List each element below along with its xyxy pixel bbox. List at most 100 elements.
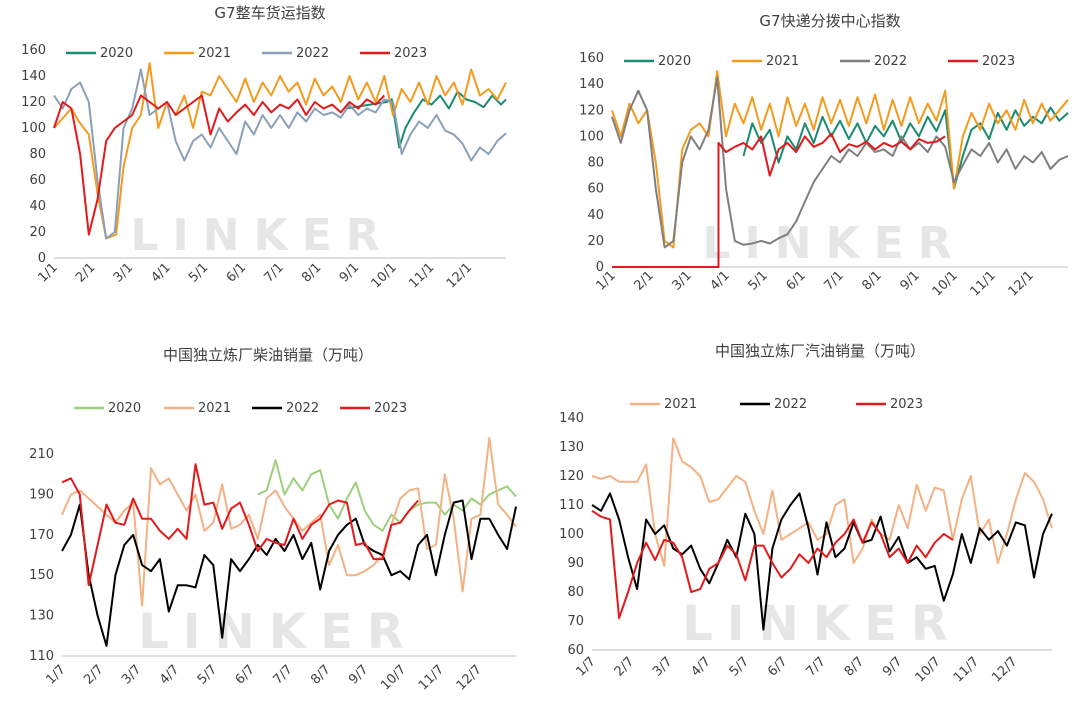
series-line-2020 bbox=[345, 90, 507, 149]
y-tick-label: 140 bbox=[579, 77, 604, 92]
x-tick-label: 7/1 bbox=[821, 268, 846, 293]
legend-entry: 2023 bbox=[374, 401, 407, 416]
series-line-2022 bbox=[61, 499, 517, 647]
chart-gasoline-sales: LINKER 中国独立炼厂汽油销量（万吨） 60 70 80 90 100 110 120 130… bbox=[559, 342, 1053, 685]
watermark-text: LINKER bbox=[682, 596, 962, 652]
x-tick-label: 10/7 bbox=[378, 662, 409, 693]
series-line-2021 bbox=[53, 62, 507, 240]
legend-entry: 2021 bbox=[766, 54, 799, 69]
x-tick-label: 10/1 bbox=[930, 268, 961, 299]
x-tick-label: 11/1 bbox=[968, 268, 999, 299]
y-tick-label: 120 bbox=[21, 95, 46, 110]
chart-title: G7整车货运指数 bbox=[214, 4, 325, 22]
x-tick-label: 9/7 bbox=[346, 662, 371, 687]
chart-panel-gasoline: LINKER 中国独立炼厂汽油销量（万吨） 60 70 80 90 100 110 120 130… bbox=[540, 340, 1080, 708]
y-tick-label: 0 bbox=[38, 251, 46, 266]
x-tick-label: 8/7 bbox=[308, 662, 333, 687]
legend-entry: 2020 bbox=[100, 46, 133, 61]
x-tick-label: 3/7 bbox=[650, 654, 675, 679]
legend-entry: 2021 bbox=[664, 397, 697, 412]
y-tick-label: 210 bbox=[29, 447, 54, 462]
watermark-text: LINKER bbox=[138, 604, 418, 660]
x-tick-label: 11/1 bbox=[406, 260, 437, 291]
x-tick-label: 3/1 bbox=[111, 260, 136, 285]
series-line-2023 bbox=[612, 132, 946, 268]
x-tick-label: 1/7 bbox=[43, 662, 68, 687]
chart-g7-express-hub-index: LINKERG7快递分拨中心指数0204060801001201401601/1… bbox=[579, 12, 1069, 299]
y-tick-label: 60 bbox=[587, 182, 604, 197]
watermark-text: LINKER bbox=[130, 210, 393, 261]
x-tick-label: 10/1 bbox=[369, 260, 400, 291]
y-tick-label: 140 bbox=[21, 69, 46, 84]
x-tick-label: 9/7 bbox=[880, 654, 905, 679]
y-tick-label: 150 bbox=[29, 568, 54, 583]
series-line-2021 bbox=[611, 70, 1069, 249]
x-tick-label: 6/7 bbox=[233, 662, 258, 687]
chart-title: G7快递分拨中心指数 bbox=[759, 12, 900, 30]
x-tick-label: 2/1 bbox=[631, 268, 656, 293]
legend-entry: 2021 bbox=[198, 46, 231, 61]
y-tick-label: 40 bbox=[29, 199, 46, 214]
x-tick-label: 11/7 bbox=[951, 654, 982, 685]
y-tick-label: 70 bbox=[567, 614, 584, 629]
y-tick-label: 100 bbox=[21, 121, 46, 136]
x-tick-label: 6/1 bbox=[224, 260, 249, 285]
x-tick-label: 2/7 bbox=[81, 662, 106, 687]
series-line-2022 bbox=[611, 76, 1069, 249]
y-tick-label: 160 bbox=[21, 43, 46, 58]
y-tick-label: 170 bbox=[29, 528, 54, 543]
y-tick-label: 20 bbox=[29, 225, 46, 240]
legend-entry: 2021 bbox=[198, 401, 231, 416]
x-tick-label: 10/7 bbox=[913, 654, 944, 685]
x-tick-label: 1/7 bbox=[573, 654, 598, 679]
legend-entry: 2022 bbox=[296, 46, 329, 61]
x-tick-label: 11/7 bbox=[416, 662, 447, 693]
y-tick-label: 60 bbox=[29, 173, 46, 188]
y-tick-label: 110 bbox=[29, 649, 54, 664]
y-tick-label: 40 bbox=[587, 208, 604, 223]
x-tick-label: 12/1 bbox=[444, 260, 475, 291]
x-tick-label: 9/1 bbox=[337, 260, 362, 285]
legend-entry: 2023 bbox=[394, 46, 427, 61]
chart-panel-g7-express: LINKER G7快递分拨中心指数 0 20 40 60 80 100 120 140 160 1/1… bbox=[540, 0, 1080, 340]
legend-entry: 2023 bbox=[982, 54, 1015, 69]
series-line-2020 bbox=[257, 459, 517, 532]
x-tick-label: 7/7 bbox=[803, 654, 828, 679]
x-tick-label: 8/1 bbox=[859, 268, 884, 293]
series-line-2023 bbox=[53, 94, 386, 236]
legend-entry: 2020 bbox=[658, 54, 691, 69]
watermark-text: LINKER bbox=[702, 218, 965, 269]
y-tick-label: 110 bbox=[559, 498, 584, 513]
x-tick-label: 5/1 bbox=[186, 260, 211, 285]
x-tick-label: 4/7 bbox=[688, 654, 713, 679]
x-tick-label: 3/7 bbox=[119, 662, 144, 687]
series-line-2022 bbox=[53, 68, 507, 240]
x-tick-label: 5/1 bbox=[745, 268, 770, 293]
x-tick-label: 4/7 bbox=[157, 662, 182, 687]
y-tick-label: 120 bbox=[579, 103, 604, 118]
x-tick-label: 3/1 bbox=[669, 268, 694, 293]
series-line-2023 bbox=[61, 463, 419, 587]
x-tick-label: 7/7 bbox=[270, 662, 295, 687]
x-tick-label: 8/1 bbox=[299, 260, 324, 285]
chart-title: 中国独立炼厂汽油销量（万吨） bbox=[715, 342, 925, 360]
x-tick-label: 9/1 bbox=[897, 268, 922, 293]
chart-panel-g7-truck: LINKER G7整车货运指数 0 20 40 60 80 100 120 140 160 1/1 2/… bbox=[0, 0, 540, 340]
y-tick-label: 20 bbox=[587, 234, 604, 249]
series-line-2022 bbox=[591, 492, 1053, 631]
y-tick-label: 80 bbox=[587, 156, 604, 171]
series-line-2021 bbox=[61, 436, 517, 607]
y-tick-label: 140 bbox=[559, 411, 584, 426]
x-tick-label: 12/7 bbox=[454, 662, 485, 693]
x-tick-label: 8/7 bbox=[842, 654, 867, 679]
x-tick-label: 2/7 bbox=[612, 654, 637, 679]
x-tick-label: 4/1 bbox=[707, 268, 732, 293]
x-tick-label: 5/7 bbox=[195, 662, 220, 687]
x-tick-label: 7/1 bbox=[261, 260, 286, 285]
y-tick-label: 80 bbox=[567, 585, 584, 600]
series-line-2023 bbox=[591, 509, 954, 620]
x-tick-label: 4/1 bbox=[148, 260, 173, 285]
y-tick-label: 130 bbox=[559, 440, 584, 455]
y-tick-label: 80 bbox=[29, 147, 46, 162]
